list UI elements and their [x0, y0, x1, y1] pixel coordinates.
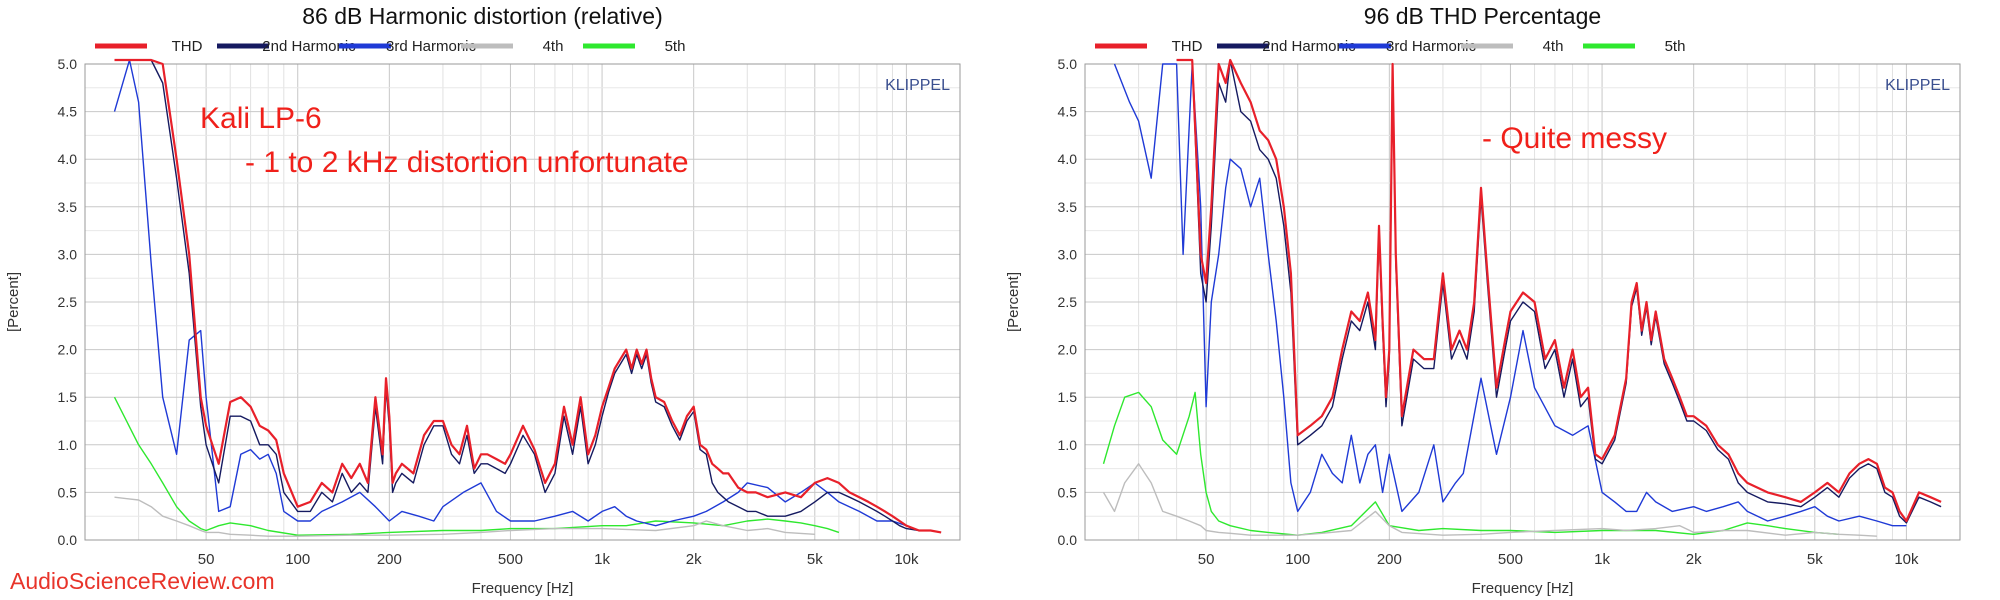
x-tick-label: 10k: [1894, 551, 1919, 568]
series-line-3rd-harmonic: [1113, 63, 1907, 527]
chart-left: 0.0 0.5 1.0 1.5 2.0 2.5 3.0 3.5 4.0 4.5 5.0 50 100 20…: [5, 3, 961, 597]
y-tick-label: 4.5: [58, 104, 78, 120]
klippel-label: KLIPPEL: [885, 77, 950, 94]
y-tick-label: 5.0: [58, 56, 78, 72]
chart-title: 96 dB THD Percentage: [1364, 3, 1601, 29]
legend-label-thd: THD: [1172, 38, 1203, 55]
y-tick-label: 4.5: [1058, 104, 1078, 120]
legend-label-3rd-harmonic: 3rd Harmonic: [386, 38, 477, 55]
y-tick-label: 1.0: [58, 437, 78, 453]
y-tick-label: 1.0: [1058, 437, 1078, 453]
y-axis-label: [Percent]: [5, 272, 22, 332]
annotation-text: - 1 to 2 kHz distortion unfortunate: [245, 146, 689, 179]
y-axis-label: [Percent]: [1005, 272, 1022, 332]
series-line-4th: [114, 496, 815, 537]
y-tick-label: 0.5: [1058, 484, 1078, 500]
series-line-5th: [1102, 391, 1839, 536]
x-tick-label: 100: [285, 551, 310, 568]
annotation-text: Kali LP-6: [200, 102, 322, 135]
x-tick-label: 100: [1285, 551, 1310, 568]
grid: [85, 63, 960, 541]
series-line-thd: [1176, 58, 1942, 523]
legend-label-4th: 4th: [1543, 38, 1564, 55]
y-tick-label: 4.0: [58, 151, 78, 167]
x-axis-label: Frequency [Hz]: [1472, 580, 1574, 597]
x-tick-label: 50: [198, 551, 215, 568]
chart-title: 86 dB Harmonic distortion (relative): [302, 3, 662, 29]
legend-label-3rd-harmonic: 3rd Harmonic: [1386, 38, 1477, 55]
y-tick-label: 2.0: [1058, 342, 1078, 358]
legend-label-thd: THD: [172, 38, 203, 55]
series-line-thd: [114, 58, 942, 534]
y-tick-label: 2.5: [1058, 294, 1078, 310]
y-tick-label: 0.0: [1058, 532, 1078, 548]
x-tick-label: 500: [498, 551, 523, 568]
y-tick-label: 3.0: [58, 246, 78, 262]
y-tick-label: 4.0: [1058, 151, 1078, 167]
y-tick-label: 0.0: [58, 532, 78, 548]
legend-label-5th: 5th: [1665, 38, 1686, 55]
legend: THD 2nd Harmonic 3rd Harmonic 4th 5th: [95, 38, 685, 55]
x-tick-label: 2k: [1686, 551, 1702, 568]
y-tick-label: 1.5: [58, 389, 78, 405]
legend: THD 2nd Harmonic 3rd Harmonic 4th 5th: [1095, 38, 1685, 55]
y-tick-label: 5.0: [1058, 56, 1078, 72]
x-tick-label: 1k: [1594, 551, 1610, 568]
x-tick-label: 200: [377, 551, 402, 568]
site-watermark: AudioScienceReview.com: [10, 568, 275, 594]
chart-panel-right: 0.0 0.5 1.0 1.5 2.0 2.5 3.0 3.5 4.0 4.5 5.0 50 100 20…: [1000, 0, 2000, 600]
y-tick-label: 0.5: [58, 484, 78, 500]
plot-frame: [1084, 63, 1961, 541]
legend-label-2nd-harmonic: 2nd Harmonic: [1262, 38, 1356, 55]
series-line-3rd-harmonic: [113, 59, 907, 527]
klippel-label: KLIPPEL: [1885, 77, 1950, 94]
legend-label-4th: 4th: [543, 38, 564, 55]
y-tick-label: 2.0: [58, 342, 78, 358]
series-line-2nd-harmonic: [114, 59, 942, 534]
legend-label-2nd-harmonic: 2nd Harmonic: [262, 38, 356, 55]
series-line-4th: [1102, 463, 1877, 537]
x-tick-label: 2k: [686, 551, 702, 568]
chart-panel-left: 0.0 0.5 1.0 1.5 2.0 2.5 3.0 3.5 4.0 4.5 5.0 50 100 20…: [5, 3, 961, 597]
x-tick-label: 5k: [1807, 551, 1823, 568]
y-tick-label: 3.0: [1058, 246, 1078, 262]
x-tick-label: 50: [1198, 551, 1215, 568]
y-tick-label: 3.5: [1058, 199, 1078, 215]
series-line-5th: [113, 396, 840, 536]
y-tick-label: 3.5: [58, 199, 78, 215]
legend-label-5th: 5th: [665, 38, 686, 55]
chart-right: 0.0 0.5 1.0 1.5 2.0 2.5 3.0 3.5 4.0 4.5 5.0 50 100 20…: [1005, 3, 1961, 597]
x-tick-label: 500: [1498, 551, 1523, 568]
plot-frame: [84, 63, 961, 541]
x-axis-label: Frequency [Hz]: [472, 580, 574, 597]
x-tick-label: 200: [1377, 551, 1402, 568]
x-tick-label: 5k: [807, 551, 823, 568]
x-tick-label: 10k: [894, 551, 919, 568]
annotation-text: - Quite messy: [1482, 122, 1667, 155]
x-tick-label: 1k: [594, 551, 610, 568]
y-tick-label: 2.5: [58, 294, 78, 310]
y-tick-label: 1.5: [1058, 389, 1078, 405]
